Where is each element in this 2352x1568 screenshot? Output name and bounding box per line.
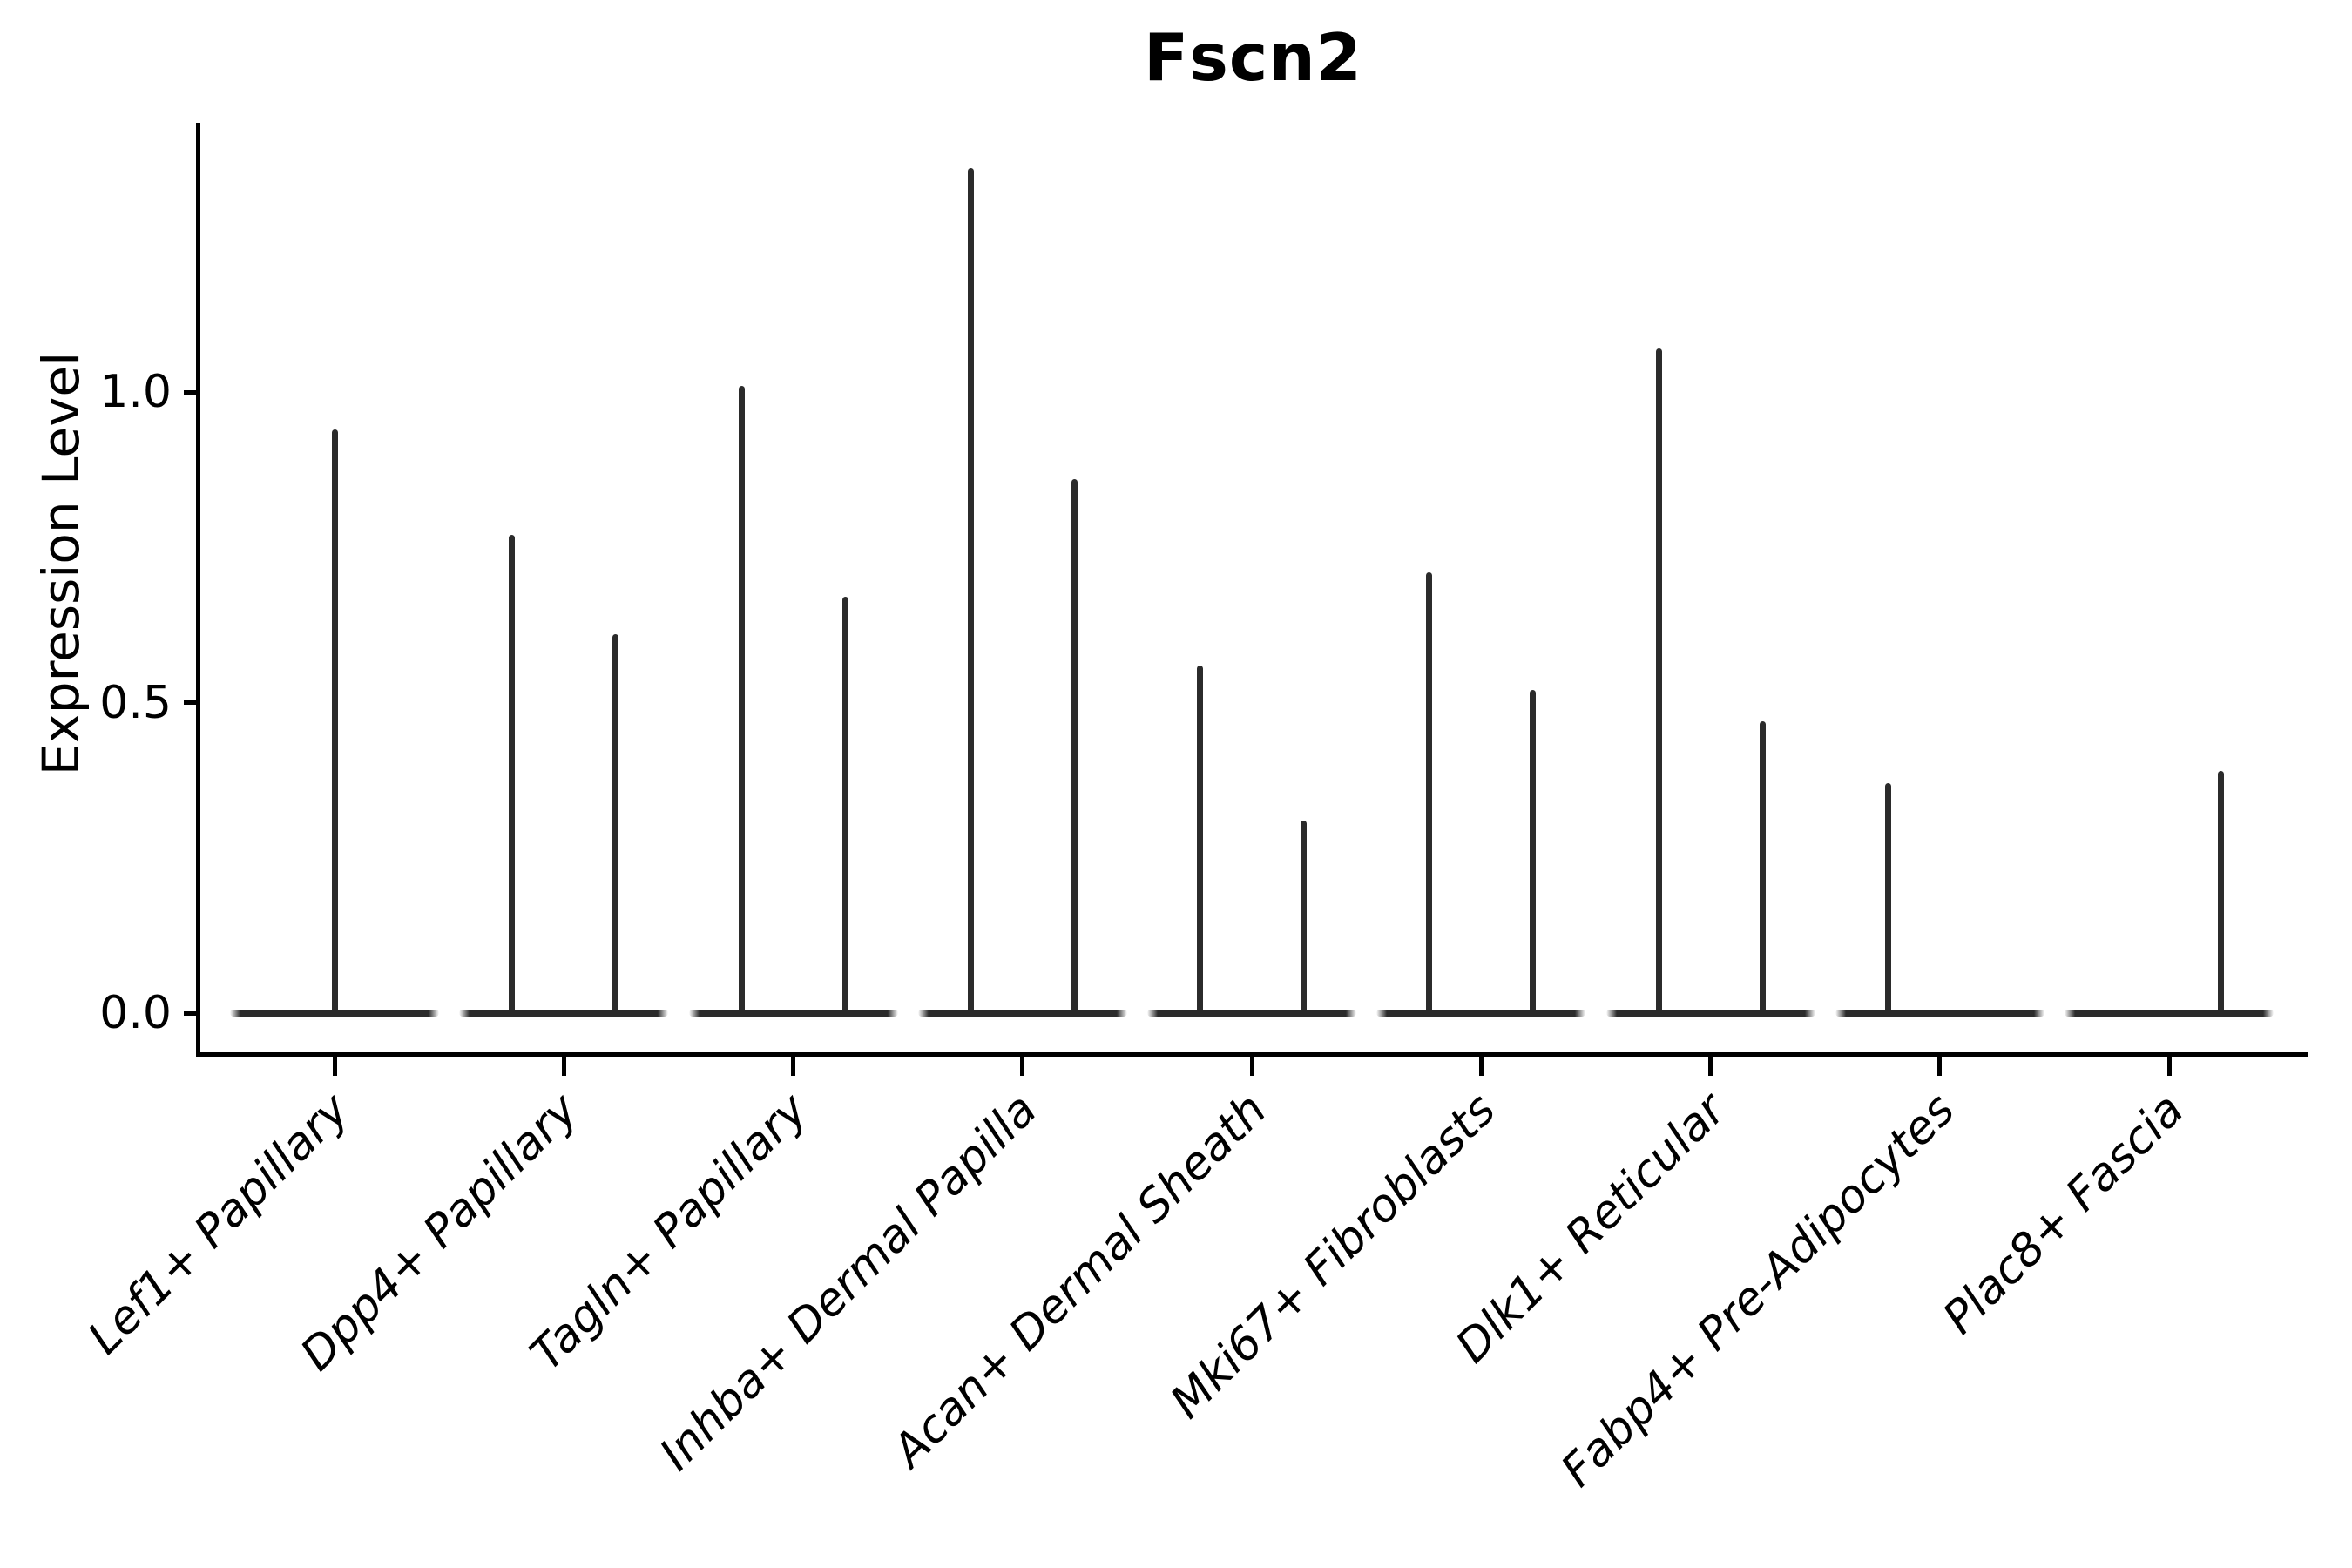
x-tick-mark — [561, 1057, 566, 1076]
violin-spike — [1301, 820, 1307, 1015]
x-tick-mark — [1478, 1057, 1484, 1076]
violin-spike — [1530, 690, 1537, 1015]
violin-baseline — [459, 1010, 669, 1017]
chart-title: Fscn2 — [1144, 19, 1362, 96]
x-tick-mark — [332, 1057, 337, 1076]
violin-spike — [1655, 348, 1662, 1015]
x-tick-mark — [2166, 1057, 2172, 1076]
x-axis-spine — [196, 1052, 2308, 1057]
x-tick-mark — [1249, 1057, 1254, 1076]
violin-spike — [841, 597, 848, 1015]
violin-baseline — [917, 1010, 1127, 1017]
violin-spike — [509, 534, 516, 1015]
violin-spike — [612, 634, 619, 1015]
y-tick-label: 0.5 — [99, 676, 172, 729]
x-tick-mark — [1020, 1057, 1025, 1076]
violin-spike — [1071, 478, 1078, 1015]
x-axis-label: Inhba+ Dermal Papilla — [650, 1084, 1048, 1481]
y-tick-mark — [184, 700, 198, 705]
y-tick-mark — [184, 1010, 198, 1016]
violin-baseline — [688, 1010, 898, 1017]
violin-baseline — [1147, 1010, 1356, 1017]
violin-spike — [1426, 571, 1433, 1015]
x-axis-label: Fabp4+ Pre-Adipocytes — [1551, 1084, 1965, 1497]
violin-baseline — [1605, 1010, 1815, 1017]
y-tick-label: 1.0 — [99, 366, 172, 418]
violin-baseline — [1376, 1010, 1586, 1017]
x-axis-label: Acan+ Dermal Sheath — [882, 1084, 1277, 1477]
violin-spike — [2218, 770, 2224, 1015]
y-axis-spine — [196, 123, 200, 1057]
x-tick-mark — [1708, 1057, 1713, 1076]
violin-baseline — [2065, 1010, 2274, 1017]
violin-spike — [1197, 665, 1203, 1015]
violin-spike — [967, 168, 974, 1015]
x-tick-mark — [791, 1057, 795, 1076]
y-axis-label: Expression Level — [31, 351, 91, 776]
y-tick-mark — [184, 389, 198, 395]
y-tick-label: 0.0 — [99, 987, 172, 1039]
violin-spike — [1884, 783, 1891, 1015]
violin-spike — [331, 429, 338, 1015]
violin-baseline — [1835, 1010, 2044, 1017]
x-tick-mark — [1937, 1057, 1943, 1076]
violin-spike — [1759, 720, 1766, 1015]
violin-spike — [738, 385, 745, 1015]
x-axis-label: Plac8+ Fascia — [1933, 1084, 2194, 1345]
